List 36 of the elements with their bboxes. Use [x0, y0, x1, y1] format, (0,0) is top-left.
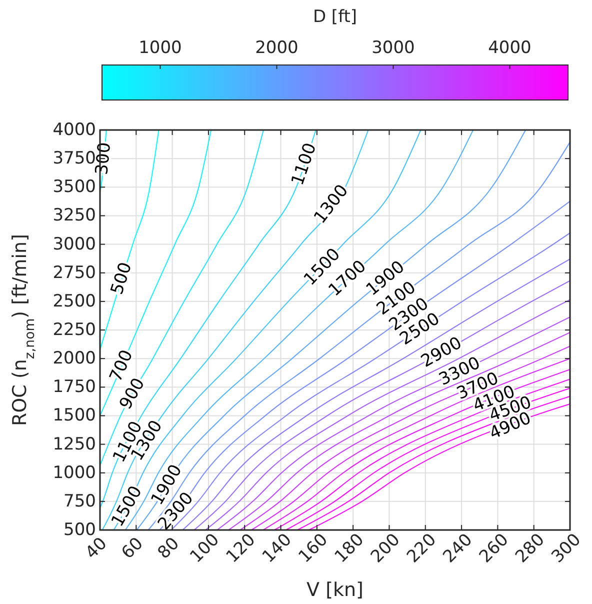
annotation: 1100 — [288, 140, 321, 188]
x-tick-label: 60 — [118, 534, 148, 564]
y-tick-label: 1250 — [52, 434, 96, 454]
y-tick-label: 500 — [64, 520, 96, 540]
y-tick-label: 750 — [64, 491, 96, 512]
y-tick-label: 2250 — [52, 320, 96, 340]
color-bar-label: 2000 — [255, 38, 298, 58]
y-tick-label: 3750 — [52, 148, 96, 169]
y-tick-label: 4000 — [52, 120, 96, 140]
y-tick-label: 2500 — [52, 291, 96, 312]
x-tick-label: 220 — [403, 530, 440, 568]
x-tick-label: 140 — [258, 530, 296, 568]
y-tick-label: 3250 — [52, 206, 96, 226]
y-tick-label: 1500 — [52, 406, 96, 426]
x-tick-label: 180 — [330, 530, 368, 568]
x-tick-label: 120 — [222, 530, 260, 568]
y-tick-label: 1000 — [52, 462, 96, 483]
y-tick-label: 2000 — [52, 348, 96, 369]
x-tick-label: 200 — [367, 530, 404, 568]
y-tick-label: 3500 — [52, 177, 96, 198]
x-tick-label: 100 — [186, 530, 224, 568]
x-tick-label: 300 — [548, 530, 586, 568]
color-bar-label: 1000 — [138, 38, 182, 58]
x-tick-label: 240 — [439, 530, 477, 568]
annotation: 500 — [107, 260, 136, 298]
x-tick-label: 280 — [512, 530, 549, 568]
y-tick-label: 1750 — [52, 377, 96, 398]
x-axis-title: V [kn] — [306, 579, 364, 601]
color-bar-label: 3000 — [372, 38, 415, 58]
color-bar-title: D [ft] — [312, 7, 358, 27]
y-tick-label: 3000 — [52, 234, 96, 254]
x-tick-label: 260 — [476, 530, 513, 568]
y-tick-label: 2750 — [52, 262, 96, 283]
x-tick-label: 160 — [294, 530, 332, 568]
color-bar-label: 4000 — [488, 38, 532, 58]
x-tick-label: 80 — [154, 534, 184, 564]
